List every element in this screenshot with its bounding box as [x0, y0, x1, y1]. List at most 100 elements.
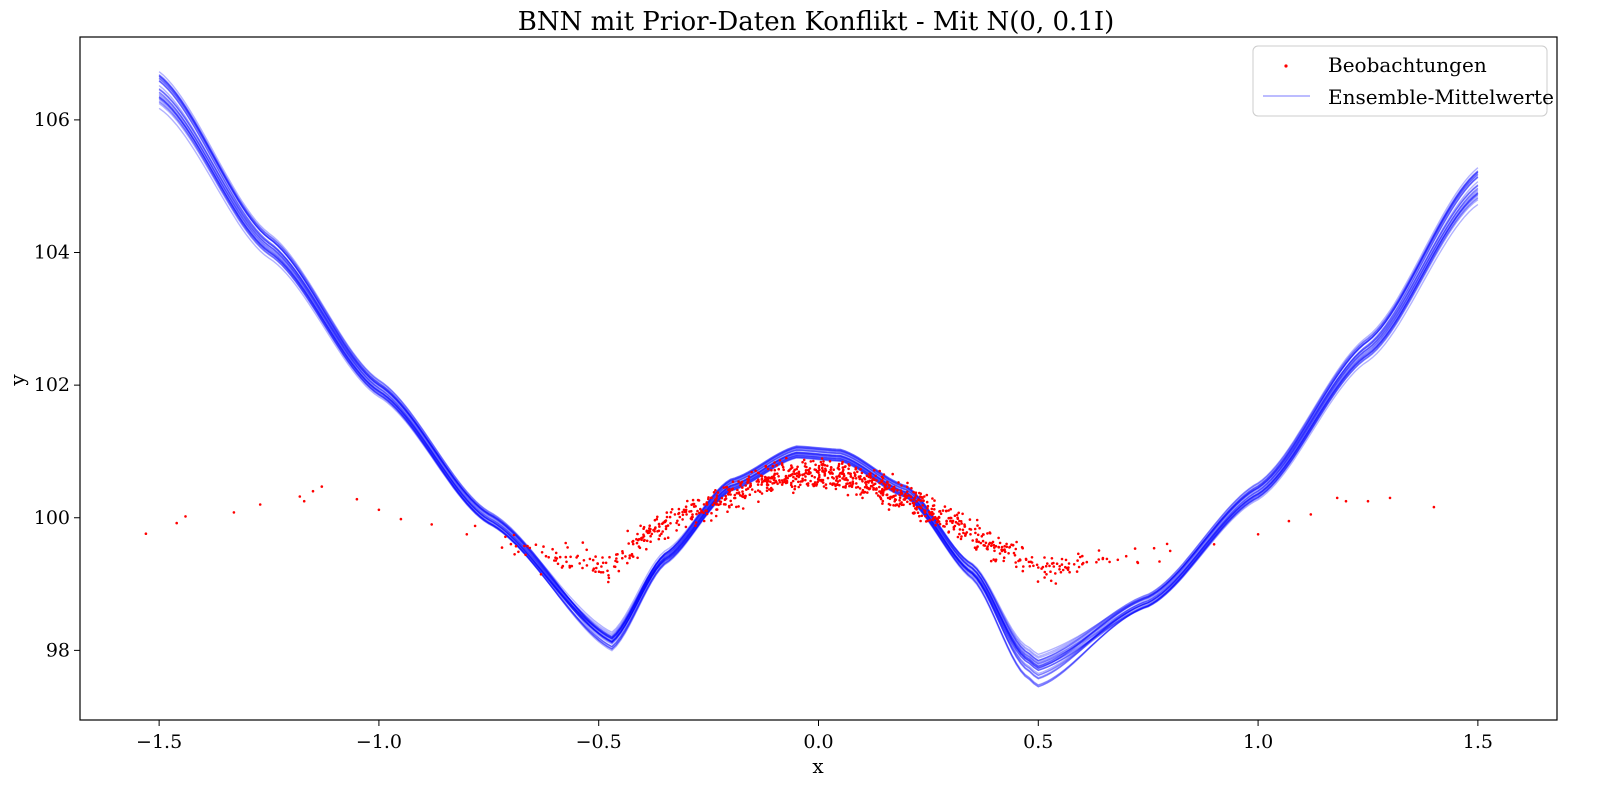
observation-point [915, 505, 919, 509]
ensemble-line [158, 78, 1479, 667]
observation-point [810, 474, 814, 478]
observation-point [964, 532, 967, 536]
observation-point [773, 472, 777, 476]
observation-point [705, 503, 709, 506]
observation-point [833, 482, 836, 486]
x-tick-label: 1.0 [1243, 731, 1273, 753]
observation-point [1046, 562, 1049, 565]
observation-point [986, 532, 989, 535]
observation-point [809, 471, 812, 475]
observation-point [1105, 557, 1109, 561]
observation-point [1152, 546, 1156, 550]
observation-point [1212, 543, 1216, 546]
ensemble-line [158, 77, 1479, 670]
observation-point [793, 485, 797, 488]
x-tick-label: 0.5 [1023, 731, 1053, 753]
observation-point [302, 499, 306, 503]
observation-point [597, 570, 601, 573]
observation-point [902, 503, 905, 507]
observation-point [517, 550, 520, 554]
observation-point [676, 519, 679, 523]
observation-point [980, 535, 984, 538]
observation-point [628, 554, 632, 557]
observation-point [627, 542, 630, 545]
observation-point [756, 471, 760, 475]
observation-point [824, 467, 827, 471]
observation-point [694, 524, 697, 527]
observation-point [1060, 563, 1064, 566]
observation-point [921, 497, 924, 500]
observation-point [860, 491, 864, 494]
observation-point [650, 532, 654, 536]
observation-point [815, 470, 819, 474]
observation-point [841, 460, 844, 464]
observation-point [640, 536, 643, 540]
y-axis-label: y [5, 374, 29, 387]
observation-point [754, 490, 757, 494]
observation-point [1049, 570, 1052, 573]
observation-point [595, 566, 598, 570]
observation-point [841, 470, 845, 473]
observation-point [756, 489, 760, 492]
observation-point [728, 490, 732, 493]
observation-point [523, 544, 526, 548]
observation-point [860, 478, 864, 481]
observation-point [931, 504, 935, 508]
observation-point [607, 574, 610, 577]
observation-point [591, 558, 595, 562]
observation-point [824, 483, 828, 486]
observation-point [914, 491, 918, 495]
observation-point [560, 566, 564, 569]
observation-point [932, 512, 935, 516]
observation-point [895, 503, 898, 507]
observation-point [681, 513, 685, 517]
observation-point [707, 497, 710, 501]
observation-point [737, 505, 740, 508]
observation-point [930, 507, 934, 511]
observation-point [575, 556, 578, 559]
observation-point [704, 509, 707, 512]
observation-point [500, 546, 504, 549]
observation-point [830, 471, 833, 474]
observation-point [793, 468, 796, 472]
observation-point [887, 483, 890, 487]
ensemble-line [158, 91, 1479, 687]
observation-point [591, 569, 595, 572]
observation-point [750, 470, 753, 474]
observation-point [797, 480, 800, 484]
ensemble-line [158, 96, 1479, 680]
observation-point [756, 483, 760, 486]
observation-point [617, 569, 621, 573]
observation-point [733, 496, 737, 500]
observation-point [924, 514, 927, 518]
observation-point [1101, 556, 1105, 560]
observation-point [1002, 556, 1006, 559]
observation-point [1388, 496, 1392, 500]
observation-point [773, 468, 777, 472]
observation-point [933, 508, 936, 511]
observation-point [695, 512, 698, 516]
observation-point [677, 523, 681, 527]
observation-point [932, 516, 935, 520]
observation-point [1014, 547, 1018, 551]
observation-point [311, 489, 315, 493]
observation-point [910, 486, 913, 490]
observation-point [905, 485, 909, 489]
observation-point [962, 531, 965, 535]
observation-point [749, 482, 752, 486]
observation-point [828, 460, 832, 463]
observation-point [771, 464, 775, 468]
observations-layer [144, 456, 1436, 585]
observation-point [880, 479, 884, 483]
ensemble-lines-layer [158, 71, 1479, 688]
observation-point [850, 485, 854, 489]
observation-point [780, 479, 784, 482]
observation-point [764, 479, 768, 483]
observation-point [1012, 551, 1016, 555]
observation-point [1049, 579, 1053, 583]
observation-point [818, 473, 821, 477]
observation-point [887, 508, 891, 511]
observation-point [724, 503, 727, 506]
observation-point [729, 493, 732, 496]
observation-point [642, 527, 645, 530]
